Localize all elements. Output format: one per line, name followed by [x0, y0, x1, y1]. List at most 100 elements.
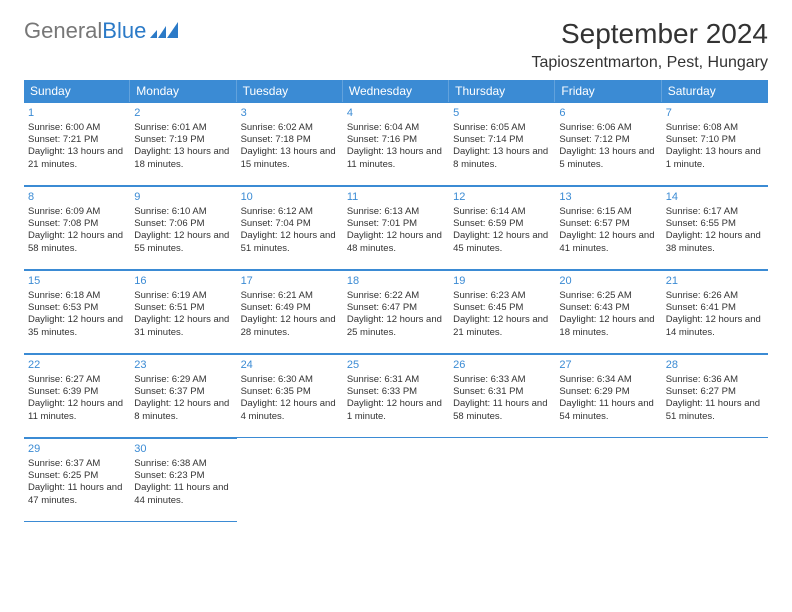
day-number: 3 [241, 106, 339, 120]
daylight-line: Daylight: 12 hours and 48 minutes. [347, 230, 445, 254]
calendar-cell: 13Sunrise: 6:15 AMSunset: 6:57 PMDayligh… [555, 186, 661, 270]
sunset-line: Sunset: 6:49 PM [241, 302, 339, 314]
calendar-cell: 23Sunrise: 6:29 AMSunset: 6:37 PMDayligh… [130, 354, 236, 438]
daylight-line: Daylight: 11 hours and 47 minutes. [28, 482, 126, 506]
sunrise-line: Sunrise: 6:31 AM [347, 374, 445, 386]
sunset-line: Sunset: 7:14 PM [453, 134, 551, 146]
location-text: Tapioszentmarton, Pest, Hungary [531, 54, 768, 72]
sunset-line: Sunset: 7:12 PM [559, 134, 657, 146]
weekday-monday: Monday [130, 80, 236, 102]
sunrise-line: Sunrise: 6:05 AM [453, 122, 551, 134]
sunrise-line: Sunrise: 6:00 AM [28, 122, 126, 134]
day-number: 20 [559, 274, 657, 288]
daylight-line: Daylight: 12 hours and 51 minutes. [241, 230, 339, 254]
day-number: 14 [666, 190, 764, 204]
sunset-line: Sunset: 7:19 PM [134, 134, 232, 146]
sunset-line: Sunset: 6:53 PM [28, 302, 126, 314]
calendar-cell: 27Sunrise: 6:34 AMSunset: 6:29 PMDayligh… [555, 354, 661, 438]
sunset-line: Sunset: 6:55 PM [666, 218, 764, 230]
sunset-line: Sunset: 7:01 PM [347, 218, 445, 230]
calendar-cell: 6Sunrise: 6:06 AMSunset: 7:12 PMDaylight… [555, 102, 661, 186]
sunset-line: Sunset: 7:04 PM [241, 218, 339, 230]
sunset-line: Sunset: 6:47 PM [347, 302, 445, 314]
day-number: 25 [347, 358, 445, 372]
calendar-cell: 14Sunrise: 6:17 AMSunset: 6:55 PMDayligh… [662, 186, 768, 270]
calendar-cell: 29Sunrise: 6:37 AMSunset: 6:25 PMDayligh… [24, 438, 130, 522]
daylight-line: Daylight: 11 hours and 58 minutes. [453, 398, 551, 422]
sunset-line: Sunset: 7:10 PM [666, 134, 764, 146]
sunrise-line: Sunrise: 6:06 AM [559, 122, 657, 134]
calendar-cell: 9Sunrise: 6:10 AMSunset: 7:06 PMDaylight… [130, 186, 236, 270]
calendar-cell: 21Sunrise: 6:26 AMSunset: 6:41 PMDayligh… [662, 270, 768, 354]
calendar-cell: 5Sunrise: 6:05 AMSunset: 7:14 PMDaylight… [449, 102, 555, 186]
sunrise-line: Sunrise: 6:18 AM [28, 290, 126, 302]
daylight-line: Daylight: 12 hours and 45 minutes. [453, 230, 551, 254]
sunrise-line: Sunrise: 6:04 AM [347, 122, 445, 134]
sunset-line: Sunset: 6:23 PM [134, 470, 232, 482]
day-number: 11 [347, 190, 445, 204]
sunrise-line: Sunrise: 6:13 AM [347, 206, 445, 218]
calendar-cell: 10 Sunrise: 6:12 AMSunset: 7:04 PMDayligh… [237, 186, 343, 270]
calendar-cell: 30Sunrise: 6:38 AMSunset: 6:23 PMDayligh… [130, 438, 236, 522]
daylight-line: Daylight: 13 hours and 15 minutes. [241, 146, 339, 170]
sunset-line: Sunset: 6:39 PM [28, 386, 126, 398]
sunrise-line: Sunrise: 6:01 AM [134, 122, 232, 134]
day-number: 2 [134, 106, 232, 120]
weekday-saturday: Saturday [662, 80, 768, 102]
day-number: 10 [241, 190, 339, 204]
sunset-line: Sunset: 7:08 PM [28, 218, 126, 230]
sunset-line: Sunset: 6:51 PM [134, 302, 232, 314]
calendar-cell: 8Sunrise: 6:09 AMSunset: 7:08 PMDaylight… [24, 186, 130, 270]
day-number: 13 [559, 190, 657, 204]
sunrise-line: Sunrise: 6:14 AM [453, 206, 551, 218]
logo: GeneralBlue [24, 18, 178, 44]
daylight-line: Daylight: 12 hours and 21 minutes. [453, 314, 551, 338]
sunset-line: Sunset: 6:35 PM [241, 386, 339, 398]
sunset-line: Sunset: 6:27 PM [666, 386, 764, 398]
day-number: 4 [347, 106, 445, 120]
sunset-line: Sunset: 6:25 PM [28, 470, 126, 482]
sunrise-line: Sunrise: 6:09 AM [28, 206, 126, 218]
day-number: 28 [666, 358, 764, 372]
sunset-line: Sunset: 7:16 PM [347, 134, 445, 146]
sunset-line: Sunset: 6:31 PM [453, 386, 551, 398]
daylight-line: Daylight: 12 hours and 31 minutes. [134, 314, 232, 338]
sunrise-line: Sunrise: 6:15 AM [559, 206, 657, 218]
calendar-cell: 24Sunrise: 6:30 AMSunset: 6:35 PMDayligh… [237, 354, 343, 438]
sunrise-line: Sunrise: 6:19 AM [134, 290, 232, 302]
day-number: 24 [241, 358, 339, 372]
calendar-cell: 1Sunrise: 6:00 AMSunset: 7:21 PMDaylight… [24, 102, 130, 186]
calendar-cell-empty [343, 438, 449, 522]
daylight-line: Daylight: 13 hours and 1 minute. [666, 146, 764, 170]
day-number: 7 [666, 106, 764, 120]
day-number: 26 [453, 358, 551, 372]
calendar-cell: 17Sunrise: 6:21 AMSunset: 6:49 PMDayligh… [237, 270, 343, 354]
sunrise-line: Sunrise: 6:25 AM [559, 290, 657, 302]
calendar-cell: 22Sunrise: 6:27 AMSunset: 6:39 PMDayligh… [24, 354, 130, 438]
calendar-cell: 26Sunrise: 6:33 AMSunset: 6:31 PMDayligh… [449, 354, 555, 438]
day-number: 15 [28, 274, 126, 288]
sunrise-line: Sunrise: 6:02 AM [241, 122, 339, 134]
day-number: 8 [28, 190, 126, 204]
day-number: 9 [134, 190, 232, 204]
daylight-line: Daylight: 12 hours and 14 minutes. [666, 314, 764, 338]
day-number: 21 [666, 274, 764, 288]
calendar-grid: 1Sunrise: 6:00 AMSunset: 7:21 PMDaylight… [24, 102, 768, 522]
weekday-thursday: Thursday [449, 80, 555, 102]
daylight-line: Daylight: 12 hours and 4 minutes. [241, 398, 339, 422]
calendar-cell: 12Sunrise: 6:14 AMSunset: 6:59 PMDayligh… [449, 186, 555, 270]
sunset-line: Sunset: 6:43 PM [559, 302, 657, 314]
calendar-cell: 19Sunrise: 6:23 AMSunset: 6:45 PMDayligh… [449, 270, 555, 354]
daylight-line: Daylight: 12 hours and 35 minutes. [28, 314, 126, 338]
daylight-line: Daylight: 12 hours and 25 minutes. [347, 314, 445, 338]
sunrise-line: Sunrise: 6:34 AM [559, 374, 657, 386]
day-number: 19 [453, 274, 551, 288]
sunrise-line: Sunrise: 6:37 AM [28, 458, 126, 470]
title-block: September 2024 Tapioszentmarton, Pest, H… [531, 18, 768, 72]
sunrise-line: Sunrise: 6:12 AM [241, 206, 339, 218]
sunset-line: Sunset: 7:18 PM [241, 134, 339, 146]
sunset-line: Sunset: 6:57 PM [559, 218, 657, 230]
sunrise-line: Sunrise: 6:26 AM [666, 290, 764, 302]
calendar-cell: 15 Sunrise: 6:18 AMSunset: 6:53 PMDayligh… [24, 270, 130, 354]
header: GeneralBlue September 2024 Tapioszentmar… [24, 18, 768, 72]
